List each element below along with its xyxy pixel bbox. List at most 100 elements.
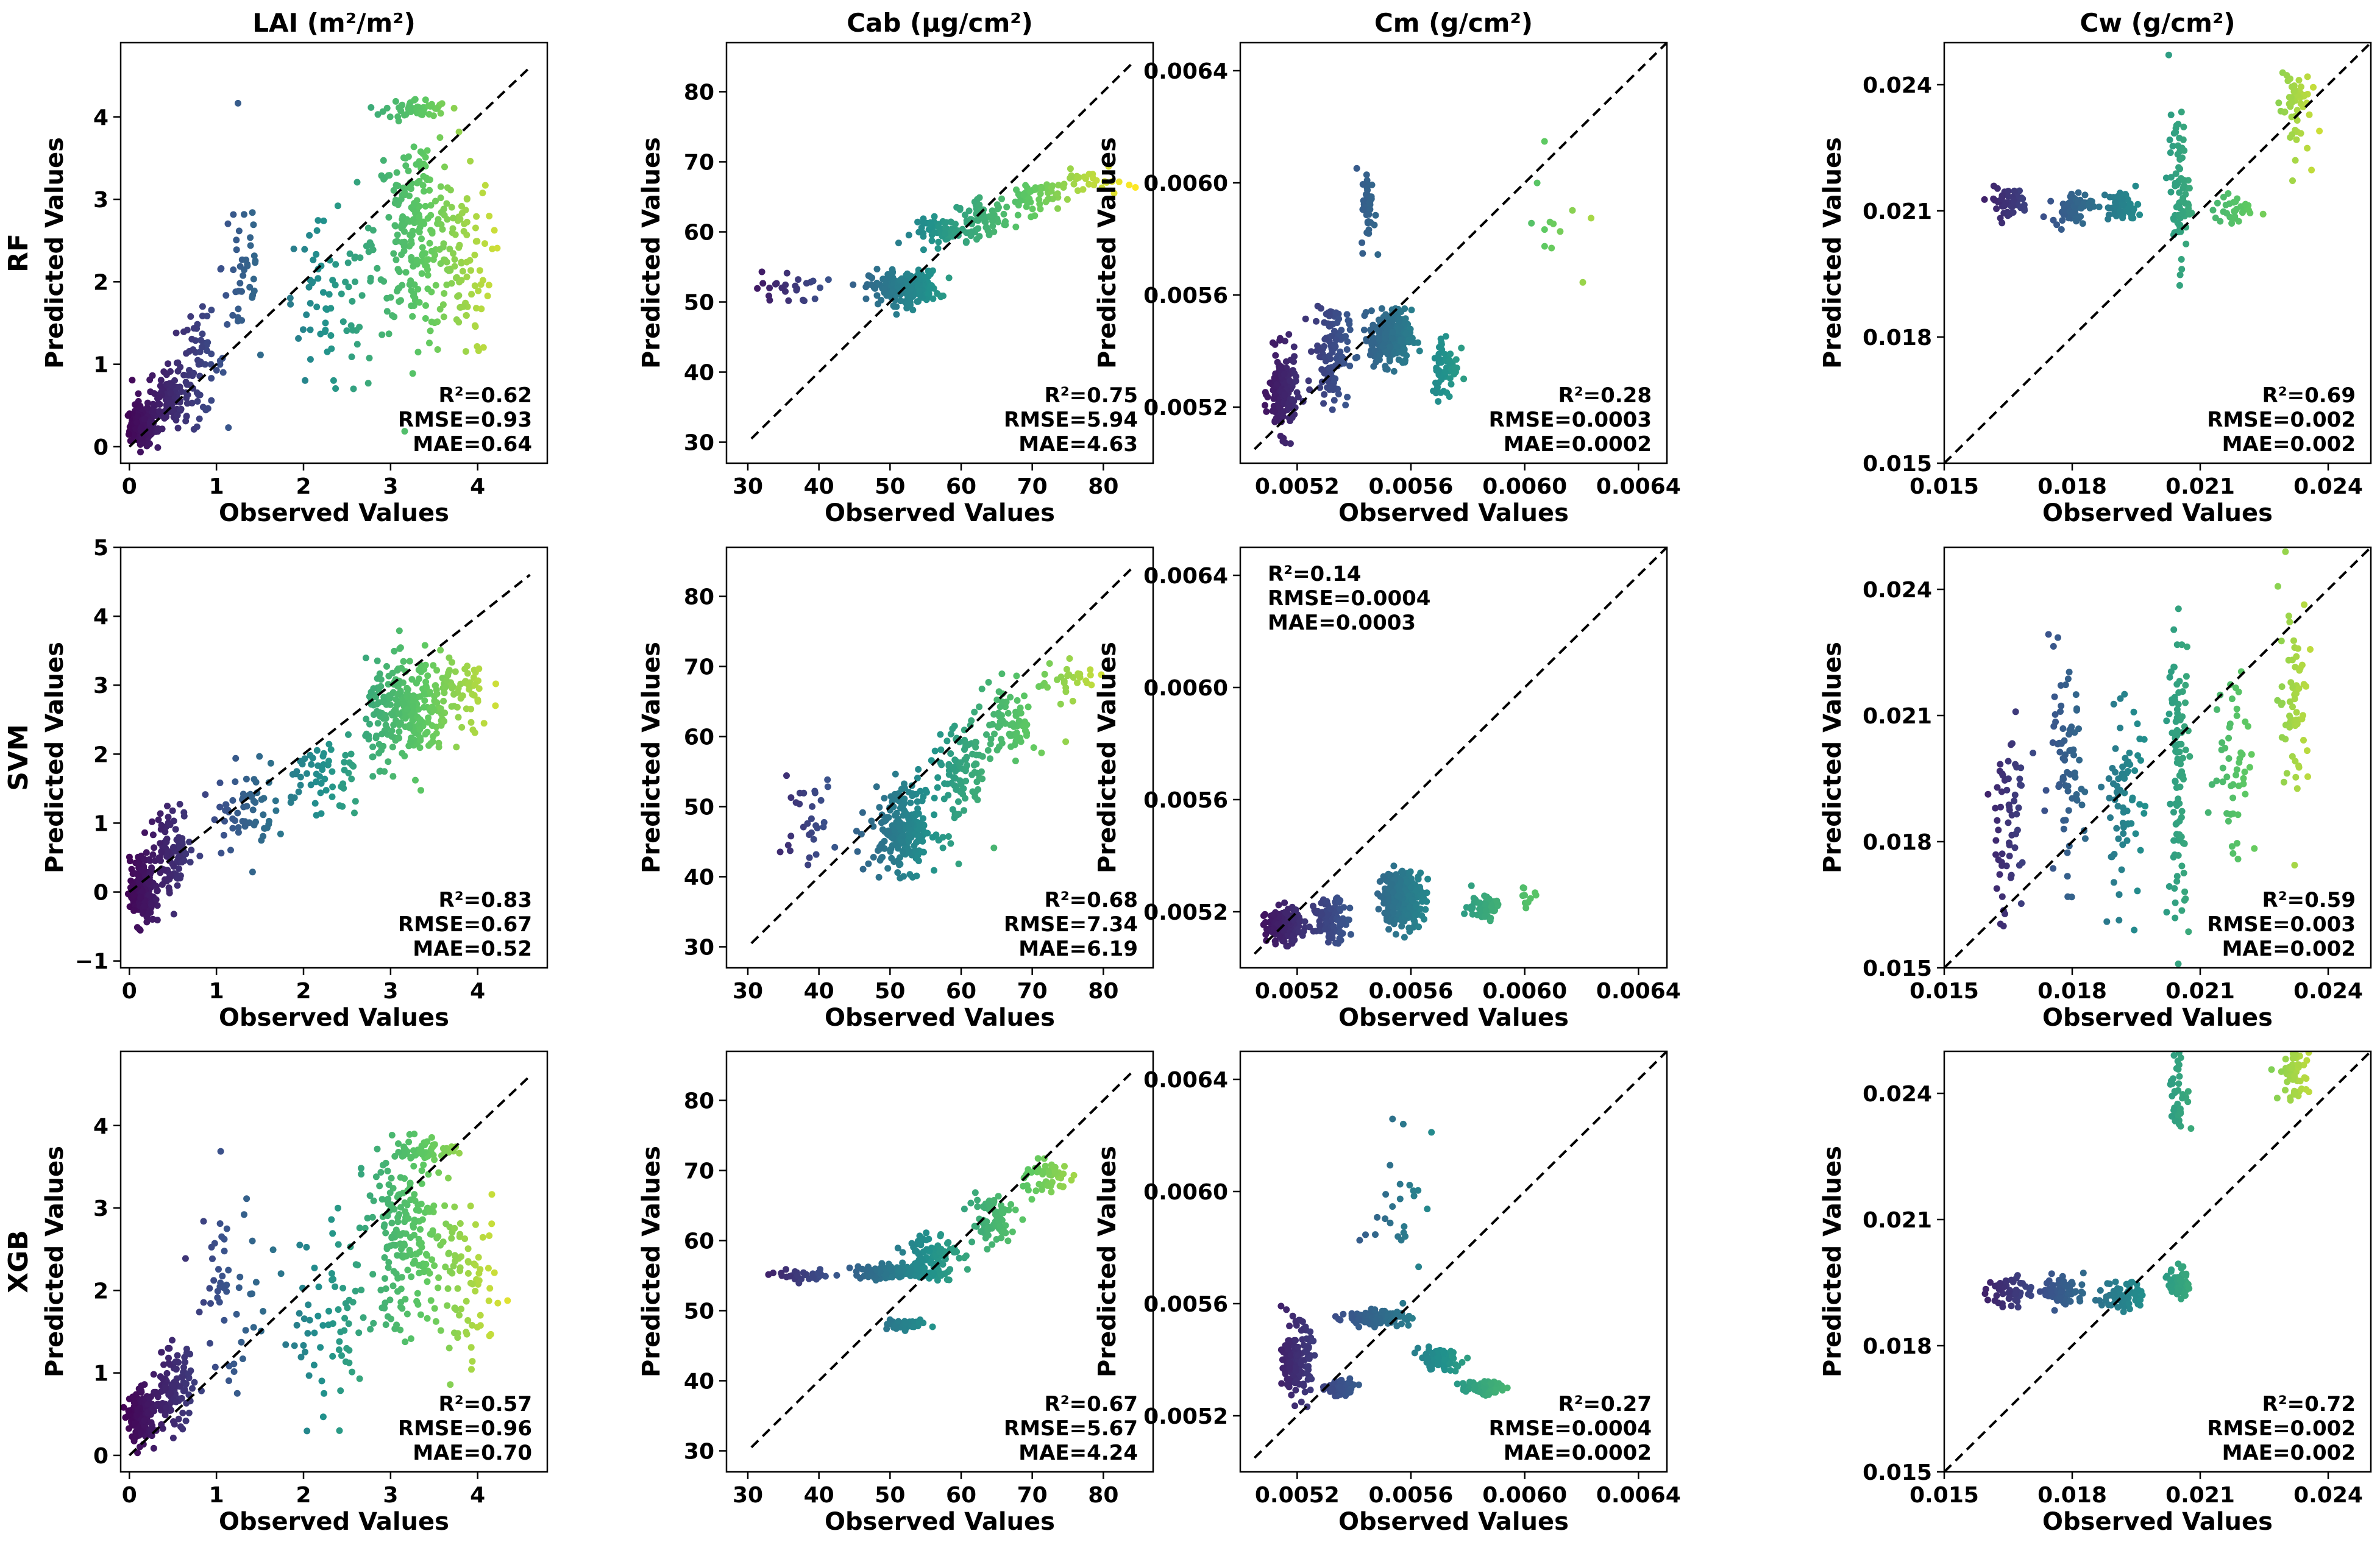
data-point — [398, 664, 405, 672]
data-point — [953, 786, 960, 793]
data-point — [249, 806, 257, 814]
y-axis-label: Predicted Values — [638, 137, 666, 369]
scatter-points — [1260, 862, 1540, 950]
data-point — [310, 257, 317, 263]
data-point — [1370, 363, 1377, 370]
data-point — [2235, 688, 2242, 695]
data-point — [1335, 940, 1342, 947]
data-point — [1442, 333, 1449, 340]
data-point — [1588, 215, 1595, 222]
metric-r2: R²=0.68 — [1045, 888, 1138, 912]
data-point — [345, 731, 352, 738]
data-point — [2178, 641, 2186, 648]
data-point — [383, 308, 391, 315]
x-tick-label: 0.018 — [2037, 979, 2107, 1004]
data-point — [896, 824, 903, 831]
data-point — [928, 237, 936, 244]
data-point — [416, 213, 423, 221]
data-point — [1085, 180, 1093, 188]
data-point — [2176, 189, 2183, 196]
data-point — [918, 271, 925, 277]
data-point — [393, 696, 400, 703]
data-point — [1451, 371, 1458, 378]
data-point — [961, 807, 968, 814]
data-point — [995, 709, 1002, 717]
data-point — [811, 789, 819, 797]
data-point — [386, 113, 394, 121]
data-point — [372, 694, 380, 701]
data-point — [287, 799, 294, 806]
data-point — [2240, 775, 2247, 782]
data-point — [785, 297, 792, 304]
data-point — [422, 202, 429, 210]
data-point — [1468, 903, 1475, 911]
data-point — [1293, 389, 1301, 396]
data-point — [202, 791, 209, 798]
data-point — [250, 221, 257, 229]
data-point — [920, 815, 926, 822]
data-point — [2225, 817, 2232, 825]
data-point — [184, 391, 191, 399]
data-point — [208, 397, 215, 404]
data-point — [2095, 204, 2103, 210]
data-point — [899, 848, 906, 855]
data-point — [2304, 73, 2311, 80]
data-point — [926, 285, 934, 293]
data-point — [929, 834, 936, 841]
data-point — [2289, 703, 2296, 711]
data-point — [158, 425, 166, 433]
data-point — [2178, 833, 2185, 840]
data-point — [437, 110, 444, 117]
data-point — [1029, 205, 1036, 213]
data-point — [163, 853, 171, 860]
data-point — [422, 661, 429, 669]
data-point — [796, 789, 803, 797]
data-point — [2163, 717, 2170, 725]
data-point — [2241, 769, 2248, 776]
data-point — [394, 691, 402, 698]
data-point — [144, 399, 151, 407]
data-point — [947, 731, 954, 737]
data-point — [307, 356, 314, 363]
data-point — [928, 222, 935, 229]
data-point — [463, 258, 471, 266]
data-point — [211, 816, 218, 823]
data-point — [875, 873, 883, 881]
data-point — [1271, 374, 1278, 382]
data-point — [2042, 787, 2050, 794]
data-point — [1007, 694, 1014, 701]
data-point — [2220, 208, 2227, 215]
data-point — [1415, 873, 1422, 880]
data-point — [1038, 185, 1045, 193]
data-point — [1103, 179, 1110, 186]
data-point — [2248, 751, 2255, 758]
y-tick-label: 40 — [684, 361, 714, 386]
data-point — [169, 807, 176, 814]
data-point — [2064, 787, 2072, 795]
x-tick-label: 30 — [733, 474, 763, 499]
data-point — [430, 112, 437, 119]
data-point — [385, 172, 392, 179]
x-tick-label: 30 — [733, 979, 763, 1004]
data-point — [905, 822, 912, 829]
data-point — [2098, 783, 2105, 790]
data-point — [344, 259, 352, 266]
x-tick-label: 40 — [804, 474, 834, 499]
column-title-1: Cab (μg/cm²) — [847, 8, 1033, 38]
data-point — [2181, 897, 2188, 904]
data-point — [2121, 691, 2128, 698]
data-point — [865, 860, 872, 867]
data-point — [2103, 918, 2111, 925]
data-point — [471, 251, 478, 258]
data-point — [2223, 773, 2231, 781]
data-point — [2109, 765, 2116, 772]
data-point — [1997, 761, 2004, 768]
data-point — [820, 819, 828, 826]
data-point — [2175, 689, 2183, 696]
data-point — [318, 780, 325, 787]
data-point — [895, 797, 902, 804]
data-point — [915, 810, 922, 817]
data-point — [430, 662, 437, 669]
data-point — [2051, 711, 2059, 718]
